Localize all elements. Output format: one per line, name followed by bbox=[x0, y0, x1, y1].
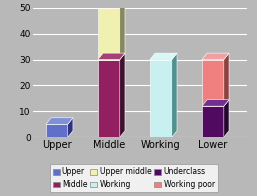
Bar bbox=[46, 124, 68, 137]
Polygon shape bbox=[202, 53, 229, 60]
Polygon shape bbox=[224, 53, 229, 106]
Polygon shape bbox=[98, 1, 125, 8]
Polygon shape bbox=[224, 100, 229, 137]
Polygon shape bbox=[150, 53, 177, 60]
Bar bbox=[150, 60, 172, 137]
Polygon shape bbox=[46, 118, 73, 124]
Polygon shape bbox=[172, 53, 177, 137]
Bar bbox=[98, 60, 120, 137]
Bar bbox=[202, 106, 224, 137]
Polygon shape bbox=[68, 118, 73, 137]
Legend: Upper, Middle, Upper middle, Working, Underclass, Working poor: Upper, Middle, Upper middle, Working, Un… bbox=[50, 164, 218, 192]
Polygon shape bbox=[98, 53, 125, 60]
Polygon shape bbox=[120, 53, 125, 137]
Bar bbox=[98, 8, 120, 60]
Bar bbox=[202, 60, 224, 106]
Polygon shape bbox=[202, 100, 229, 106]
Polygon shape bbox=[120, 1, 125, 60]
